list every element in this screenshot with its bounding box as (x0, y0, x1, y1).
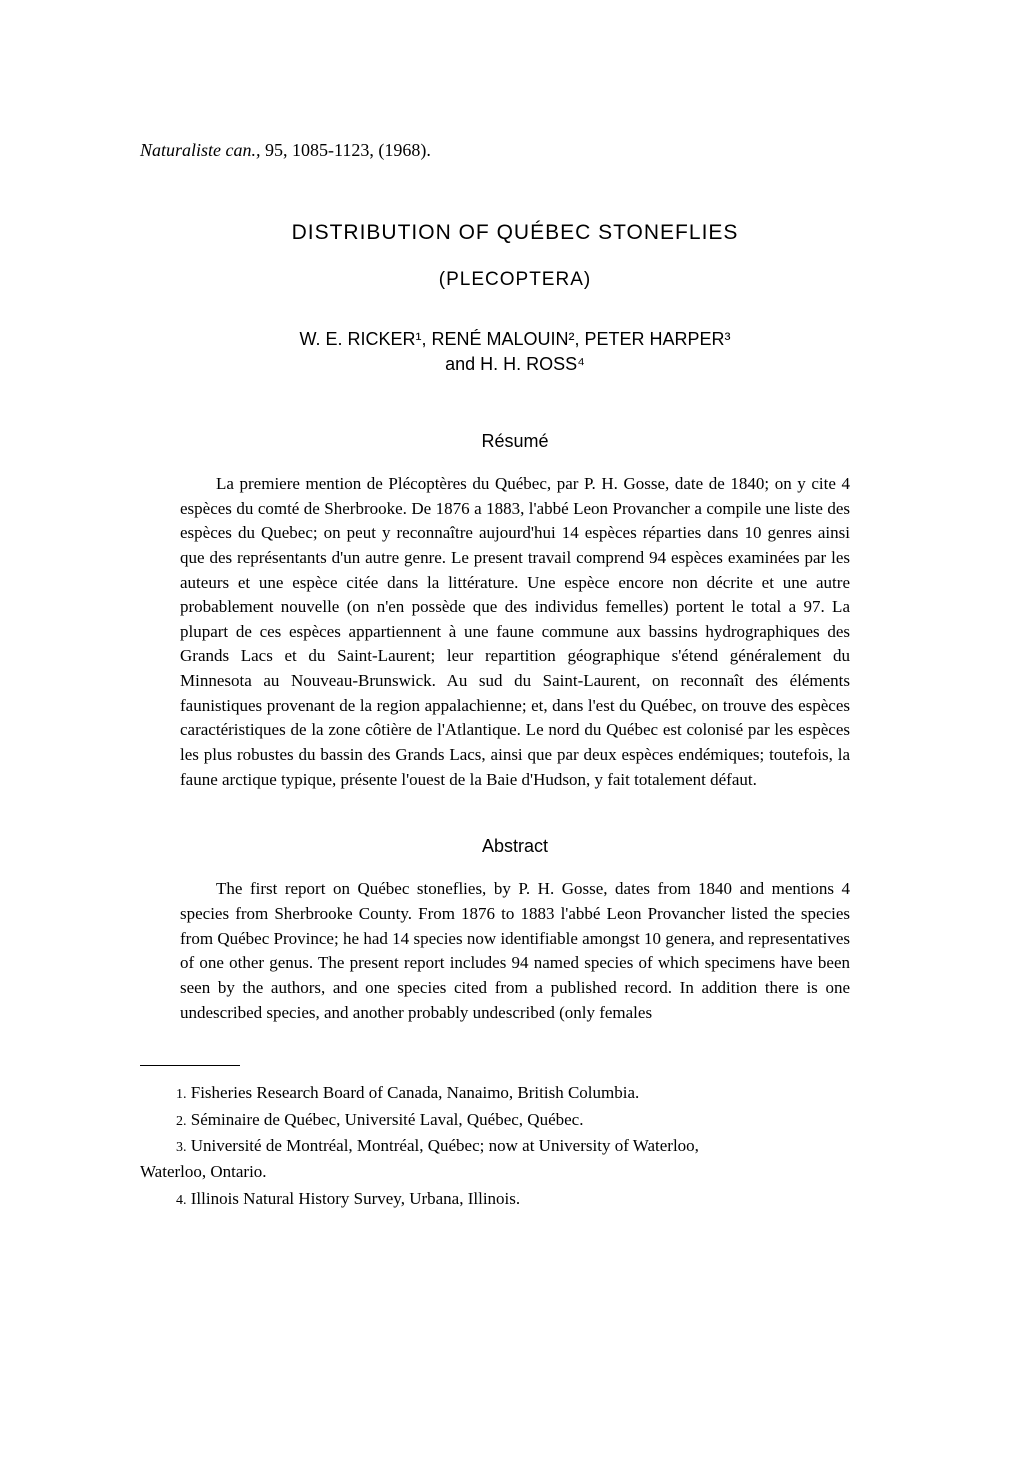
resume-heading: Résumé (140, 431, 890, 452)
abstract-text: The first report on Québec stoneflies, b… (180, 879, 850, 1021)
affil-num-4: 4. (176, 1193, 187, 1208)
affiliation-4: 4. Illinois Natural History Survey, Urba… (140, 1186, 890, 1212)
abstract-body: The first report on Québec stoneflies, b… (180, 877, 850, 1025)
affiliation-1: 1. Fisheries Research Board of Canada, N… (140, 1080, 890, 1106)
affiliation-2: 2. Séminaire de Québec, Université Laval… (140, 1107, 890, 1133)
paper-page: Naturaliste can., 95, 1085-1123, (1968).… (0, 0, 1020, 1272)
journal-citation: Naturaliste can., 95, 1085-1123, (1968). (140, 140, 890, 161)
journal-vol: 95, (265, 140, 288, 160)
affil-num-2: 2. (176, 1114, 187, 1129)
footnote-separator (140, 1065, 240, 1066)
affil-text-3: Université de Montréal, Montréal, Québec… (191, 1136, 699, 1155)
affiliation-3-wrap: Waterloo, Ontario. (140, 1159, 890, 1185)
journal-pages: 1085-1123, (1968). (292, 140, 431, 160)
authors-line-2: and H. H. ROSS⁴ (140, 354, 890, 375)
affil-text-2: Séminaire de Québec, Université Laval, Q… (191, 1110, 584, 1129)
resume-text: La premiere mention de Plécoptères du Qu… (180, 474, 850, 789)
affil-num-3: 3. (176, 1140, 187, 1155)
affil-text-1: Fisheries Research Board of Canada, Nana… (191, 1083, 640, 1102)
affil-text-4: Illinois Natural History Survey, Urbana,… (191, 1189, 520, 1208)
paper-title: DISTRIBUTION OF QUÉBEC STONEFLIES (140, 221, 890, 245)
affiliation-3: 3. Université de Montréal, Montréal, Qué… (140, 1133, 890, 1159)
authors-line-1: W. E. RICKER¹, RENÉ MALOUIN², PETER HARP… (140, 329, 890, 350)
abstract-heading: Abstract (140, 836, 890, 857)
affiliations-block: 1. Fisheries Research Board of Canada, N… (140, 1080, 890, 1212)
affil-num-1: 1. (176, 1087, 187, 1102)
paper-subtitle: (PLECOPTERA) (140, 269, 890, 291)
resume-body: La premiere mention de Plécoptères du Qu… (180, 472, 850, 792)
journal-name: Naturaliste can., (140, 140, 261, 160)
